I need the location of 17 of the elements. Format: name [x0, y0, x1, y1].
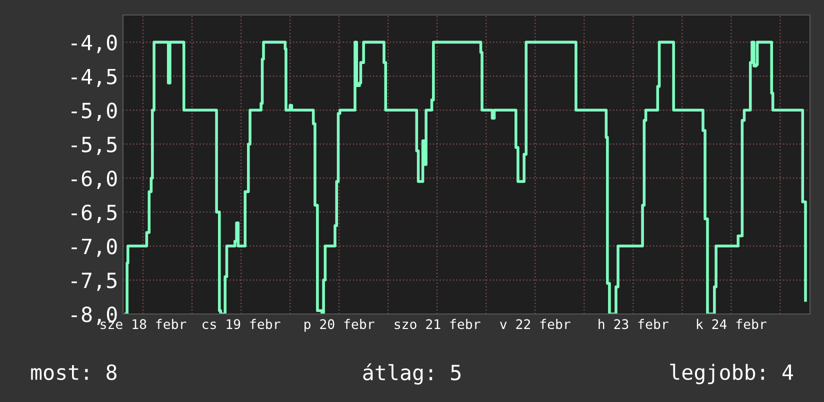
- y-tick-label: -5,0: [72, 102, 117, 122]
- y-tick-label: -4,0: [72, 34, 117, 54]
- x-tick-label: h 23 febr: [598, 318, 668, 330]
- x-tick-label: szo 21 febr: [394, 318, 480, 330]
- y-tick-label: -7,0: [72, 238, 117, 257]
- text: most: 8: [31, 364, 116, 380]
- text: átlag: 5: [363, 363, 461, 385]
- x-tick-label: v 22 febr: [500, 318, 570, 330]
- x-tick-label: p 20 febr: [304, 318, 374, 332]
- x-tick-label: k 24 febr: [696, 318, 766, 330]
- y-tick-label: -5,5: [72, 136, 116, 156]
- x-tick-label: cs 19 febr: [202, 318, 280, 330]
- y-tick-label: -4,5: [72, 68, 116, 88]
- y-tick-label: -7,5: [72, 272, 116, 291]
- y-tick-label: -6,5: [72, 204, 116, 223]
- text: legjobb: 4: [670, 364, 794, 384]
- y-tick-label: -6,0: [72, 170, 117, 189]
